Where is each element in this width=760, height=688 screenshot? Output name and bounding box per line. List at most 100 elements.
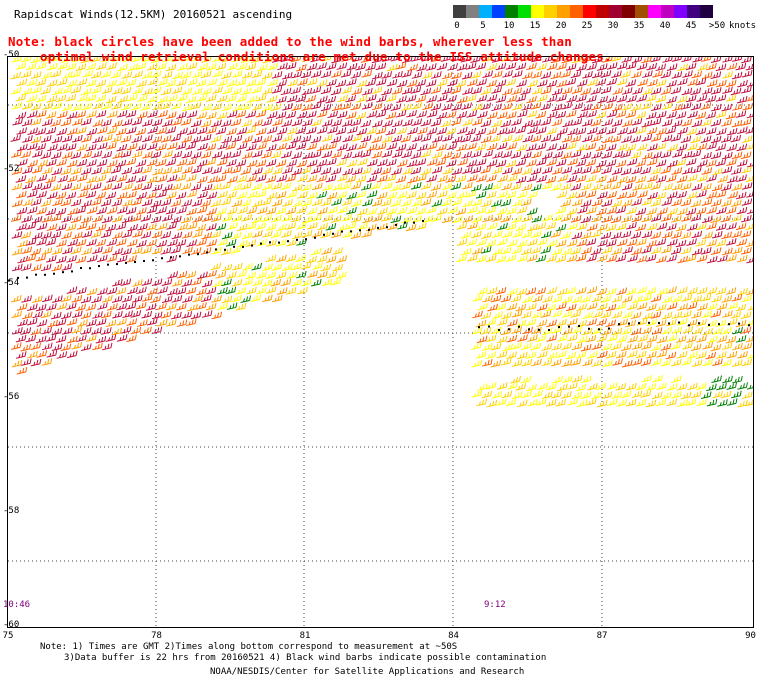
wind-barb <box>226 271 237 279</box>
wind-barb <box>531 150 542 159</box>
wind-barb <box>671 391 682 399</box>
wind-barb <box>701 71 713 80</box>
wind-barb <box>462 166 473 174</box>
wind-barb <box>530 134 542 143</box>
wind-barb <box>505 78 517 87</box>
quality-flag-dot <box>688 324 690 327</box>
wind-barb <box>596 302 608 311</box>
wind-barb <box>656 350 668 358</box>
wind-barb <box>36 237 47 246</box>
wind-barb <box>515 175 527 184</box>
wind-barb <box>606 239 617 247</box>
lat-label: -50 <box>3 50 20 60</box>
wind-barb <box>476 335 488 344</box>
wind-barb <box>710 215 721 224</box>
quality-flag-dot <box>404 221 406 224</box>
wind-barb <box>521 247 532 256</box>
wind-barb <box>272 118 283 126</box>
wind-barb <box>672 182 683 191</box>
wind-barb <box>372 119 383 128</box>
wind-barb <box>655 142 667 151</box>
wind-barb <box>697 159 708 167</box>
wind-barb <box>232 103 243 112</box>
wind-barb <box>27 350 38 359</box>
wind-barb <box>95 238 107 247</box>
wind-barb <box>27 159 38 168</box>
wind-barb <box>311 230 323 238</box>
wind-barb <box>76 286 87 295</box>
wind-barb <box>252 119 263 127</box>
wind-barb <box>81 343 92 351</box>
wind-barb <box>472 247 483 255</box>
wind-barb <box>737 399 748 408</box>
wind-barb <box>336 62 348 70</box>
wind-barb <box>696 94 708 102</box>
wind-barb <box>691 70 703 79</box>
quality-flag-dot <box>260 242 262 245</box>
wind-barb <box>186 62 198 70</box>
wind-barb <box>410 151 422 160</box>
wind-barb <box>460 231 472 239</box>
wind-barb <box>431 166 443 174</box>
wind-barb <box>125 126 137 135</box>
wind-barb <box>671 358 682 367</box>
wind-barb <box>576 222 588 231</box>
wind-barb <box>701 198 713 206</box>
wind-barb <box>130 214 142 222</box>
wind-barb <box>275 206 287 215</box>
wind-barb <box>131 135 143 143</box>
wind-barb <box>15 62 27 70</box>
wind-barb <box>587 126 598 135</box>
wind-barb <box>621 182 633 191</box>
wind-barb <box>261 279 273 287</box>
wind-barb <box>636 350 647 359</box>
wind-barb <box>101 134 113 142</box>
scale-swatch <box>700 5 713 18</box>
wind-barb <box>645 383 657 391</box>
wind-barb <box>95 191 107 200</box>
wind-barb <box>515 383 527 391</box>
quality-flag-dot <box>251 244 253 247</box>
wind-barb <box>571 57 582 64</box>
wind-barb <box>540 102 552 111</box>
wind-barb <box>310 150 322 159</box>
wind-barb <box>491 103 502 112</box>
wind-barb <box>332 183 343 191</box>
wind-barb <box>541 181 553 190</box>
quality-flag-dot <box>161 257 163 260</box>
wind-barb <box>56 127 68 136</box>
wind-barb <box>542 151 553 160</box>
wind-barb <box>80 327 92 335</box>
wind-barb <box>570 358 582 366</box>
wind-barb <box>196 238 207 247</box>
wind-barb <box>731 151 743 160</box>
wind-barb <box>106 79 117 88</box>
wind-barb <box>561 101 573 110</box>
wind-barb <box>347 126 358 134</box>
wind-barb <box>345 111 357 120</box>
wind-barb <box>171 150 183 159</box>
wind-barb <box>502 166 513 175</box>
wind-barb <box>537 382 548 391</box>
wind-barb <box>490 359 502 368</box>
wind-barb <box>320 198 332 207</box>
wind-barb <box>551 247 563 256</box>
wind-barb <box>580 343 592 352</box>
wind-barb <box>445 127 457 135</box>
wind-barb <box>710 247 722 255</box>
wind-barb <box>546 110 558 119</box>
wind-barb <box>690 343 702 352</box>
wind-barb <box>426 190 438 199</box>
wind-barb <box>436 78 448 87</box>
wind-barb <box>682 326 693 334</box>
wind-barb <box>212 279 223 288</box>
wind-barb <box>655 175 667 183</box>
wind-barb <box>726 382 738 390</box>
wind-barb <box>516 206 528 214</box>
wind-barb <box>611 167 623 175</box>
wind-barb <box>620 70 631 78</box>
wind-barb <box>521 103 532 111</box>
wind-barb <box>511 87 522 95</box>
wind-barb <box>430 183 442 191</box>
wind-barb <box>61 327 73 335</box>
